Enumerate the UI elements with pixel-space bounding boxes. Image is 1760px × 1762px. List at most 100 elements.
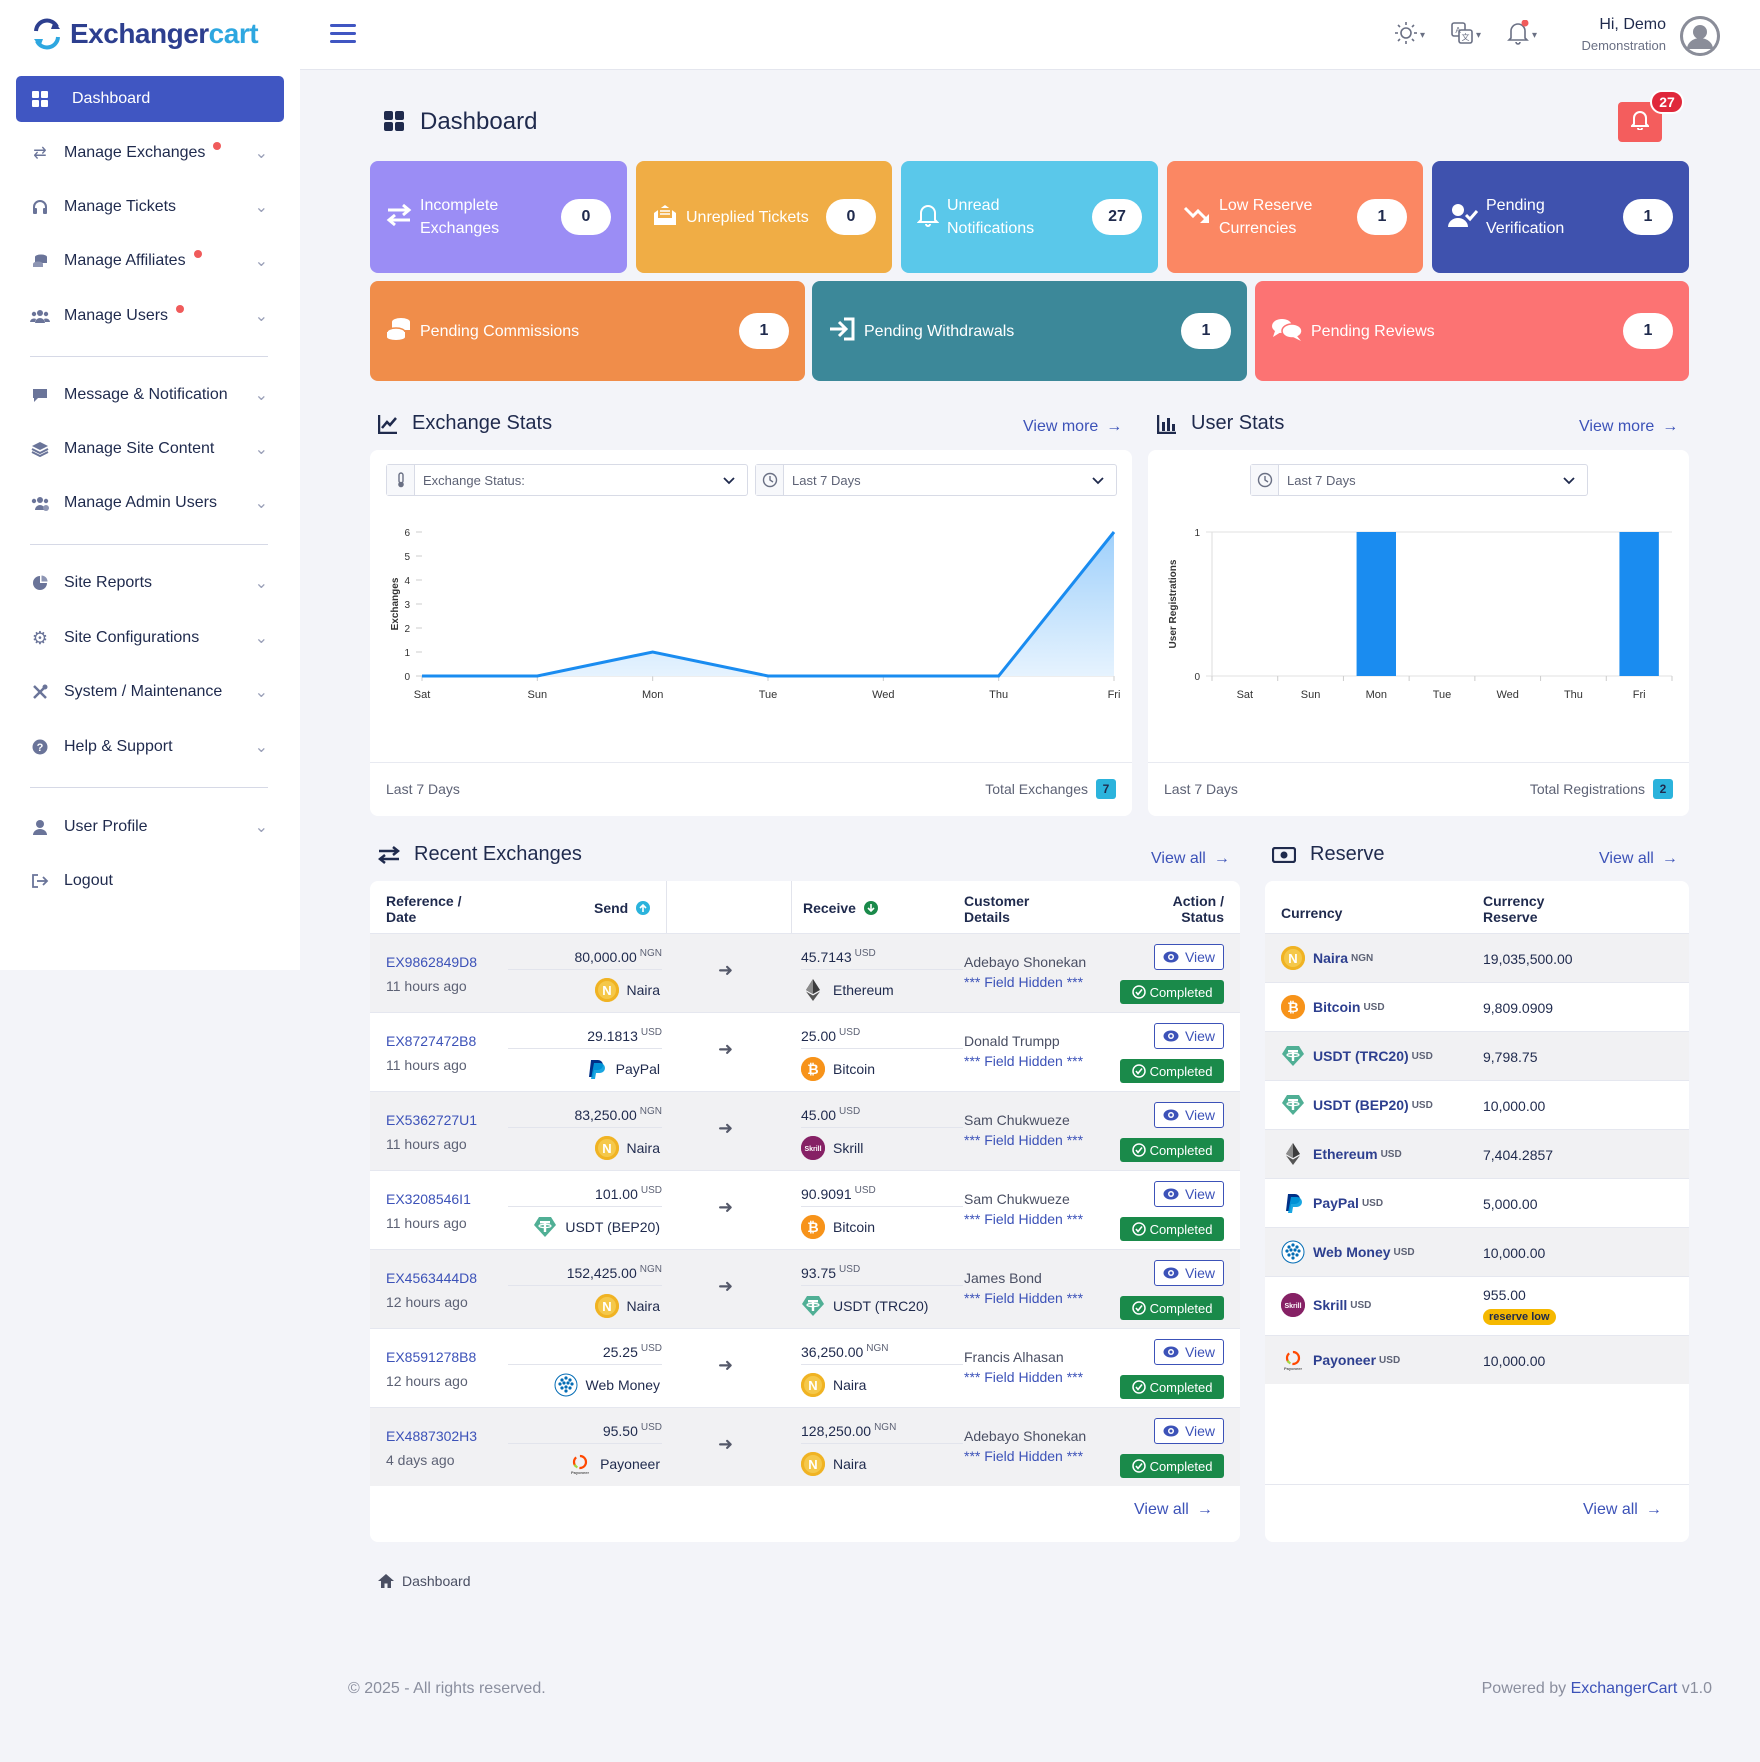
- col-header-customer: Customer Details: [964, 893, 1029, 925]
- card-pending-commissions[interactable]: Pending Commissions 1: [370, 281, 805, 381]
- user-role: Demonstration: [1581, 38, 1666, 53]
- exchange-reference-link[interactable]: EX8591278B8: [386, 1349, 477, 1365]
- card-count: 1: [739, 313, 789, 349]
- card-unread-notifications[interactable]: Unread Notifications 27: [901, 161, 1158, 273]
- reserve-view-all-bottom[interactable]: View all →: [1583, 1501, 1662, 1519]
- exchange-reference-link[interactable]: EX3208546I1: [386, 1191, 471, 1207]
- currency-code: NGN: [1351, 952, 1374, 964]
- currency-code: USD: [640, 1185, 662, 1196]
- sidebar-item-dashboard[interactable]: Dashboard: [16, 76, 284, 122]
- envelope-open-icon: [652, 203, 678, 232]
- sidebar-item-manage-admin-users[interactable]: Manage Admin Users ⌄: [30, 488, 270, 518]
- hidden-field: *** Field Hidden ***: [964, 974, 1084, 990]
- send-amount: 29.1813 USD: [587, 1027, 662, 1044]
- tether-icon: [1281, 1093, 1305, 1117]
- user-stats-view-more-link[interactable]: View more →: [1579, 418, 1678, 436]
- view-button[interactable]: View: [1154, 944, 1224, 970]
- x-tick-label: Sun: [528, 689, 548, 701]
- card-pending-verification[interactable]: Pending Verification 1: [1432, 161, 1689, 273]
- send-currency: Web Money: [554, 1373, 660, 1397]
- view-button[interactable]: View: [1154, 1260, 1224, 1286]
- view-button[interactable]: View: [1154, 1339, 1224, 1365]
- view-button[interactable]: View: [1154, 1023, 1224, 1049]
- send-amount: 80,000.00 NGN: [574, 948, 662, 965]
- chevron-down-icon: ⌄: [254, 253, 268, 270]
- currency-name-cell[interactable]: Skrill Skrill USD: [1281, 1293, 1371, 1317]
- card-unreplied-tickets[interactable]: Unreplied Tickets 0: [636, 161, 892, 273]
- currency-name-cell[interactable]: USDT (TRC20) USD: [1281, 1044, 1433, 1068]
- theme-toggle[interactable]: ▾: [1394, 21, 1425, 48]
- notifications-menu[interactable]: ▾: [1506, 19, 1537, 48]
- arrow-right-icon: →: [1661, 850, 1678, 867]
- sidebar-item-system-maintenance[interactable]: System / Maintenance ⌄: [30, 677, 270, 707]
- clock-icon: [1251, 465, 1279, 495]
- divider: [508, 969, 662, 970]
- send-amount: 25.25 USD: [603, 1343, 662, 1360]
- payoneer-icon: Payoneer: [568, 1452, 592, 1476]
- exchange-stats-view-more-link[interactable]: View more →: [1023, 418, 1122, 436]
- currency-name-cell[interactable]: Web Money USD: [1281, 1240, 1415, 1264]
- reserve-view-all-link[interactable]: View all →: [1599, 850, 1678, 868]
- exchange-reference-link[interactable]: EX4887302H3: [386, 1428, 478, 1444]
- exchange-reference-link[interactable]: EX9862849D8: [386, 954, 478, 970]
- exchange-reference-link[interactable]: EX8727472B8: [386, 1033, 477, 1049]
- arrow-up-circle-icon: [636, 901, 651, 915]
- col-header-receive: Receive: [803, 900, 878, 916]
- currency-name-cell[interactable]: Ethereum USD: [1281, 1142, 1402, 1166]
- exchange-status-select[interactable]: Exchange Status:: [386, 464, 748, 496]
- sidebar-item-logout[interactable]: Logout: [30, 866, 270, 896]
- receive-amount: 90.9091 USD: [801, 1185, 876, 1202]
- user-menu[interactable]: Hi, Demo Demonstration: [1581, 16, 1666, 53]
- currency-name-cell[interactable]: Payoneer Payoneer USD: [1281, 1348, 1400, 1372]
- exchange-reference-link[interactable]: EX5362727U1: [386, 1112, 478, 1128]
- sidebar-item-manage-affiliates[interactable]: Manage Affiliates ⌄: [30, 246, 270, 276]
- link-label: View all: [1599, 850, 1654, 867]
- sidebar-item-site-configurations[interactable]: ⚙ Site Configurations ⌄: [30, 623, 270, 653]
- sidebar-item-help-support[interactable]: ? Help & Support ⌄: [30, 732, 270, 762]
- svg-text:Payoneer: Payoneer: [1284, 1366, 1302, 1371]
- view-button[interactable]: View: [1154, 1181, 1224, 1207]
- user-period-select[interactable]: Last 7 Days: [1250, 464, 1588, 496]
- card-low-reserve-currencies[interactable]: Low Reserve Currencies 1: [1167, 161, 1423, 273]
- sidebar-item-manage-users[interactable]: Manage Users ⌄: [30, 301, 270, 331]
- menu-toggle-icon[interactable]: [330, 24, 356, 44]
- card-pending-reviews[interactable]: Pending Reviews 1: [1255, 281, 1689, 381]
- status-badge: Completed: [1120, 1375, 1224, 1399]
- table-row: EX3208546I1 11 hours ago 101.00 USD USDT (BE…: [370, 1170, 1240, 1249]
- currency-code: NGN: [874, 1422, 897, 1433]
- currency-name-cell[interactable]: N Naira NGN: [1281, 946, 1373, 970]
- sidebar-item-message-notification[interactable]: Message & Notification ⌄: [30, 380, 270, 410]
- sidebar-item-site-reports[interactable]: Site Reports ⌄: [30, 568, 270, 598]
- exchange-time: 12 hours ago: [386, 1373, 468, 1389]
- recent-exchanges-view-all-bottom[interactable]: View all →: [1134, 1501, 1213, 1519]
- reserve-row: Skrill Skrill USD 955.00 reserve low: [1265, 1276, 1689, 1335]
- currency-name-cell[interactable]: PayPal USD: [1281, 1191, 1383, 1215]
- powered-brand-link[interactable]: ExchangerCart: [1570, 1680, 1678, 1697]
- card-incomplete-exchanges[interactable]: Incomplete Exchanges 0: [370, 161, 627, 273]
- ethereum-icon: [801, 978, 825, 1002]
- receive-currency: Ethereum: [801, 978, 894, 1002]
- sidebar-item-manage-exchanges[interactable]: ⇄ Manage Exchanges ⌄: [30, 138, 270, 168]
- header-text: Send: [594, 900, 629, 916]
- card-pending-withdrawals[interactable]: Pending Withdrawals 1: [812, 281, 1247, 381]
- exchange-period-select[interactable]: Last 7 Days: [755, 464, 1117, 496]
- y-tick-label: 0: [1194, 672, 1200, 683]
- view-button[interactable]: View: [1154, 1418, 1224, 1444]
- recent-exchanges-heading: Recent Exchanges: [378, 843, 582, 866]
- divider: [801, 1443, 963, 1444]
- currency-name-cell[interactable]: USDT (BEP20) USD: [1281, 1093, 1433, 1117]
- breadcrumb[interactable]: Dashboard: [378, 1573, 471, 1589]
- exchange-reference-link[interactable]: EX4563444D8: [386, 1270, 478, 1286]
- view-button[interactable]: View: [1154, 1102, 1224, 1128]
- currency-name-cell[interactable]: ₿ Bitcoin USD: [1281, 995, 1385, 1019]
- recent-exchanges-view-all-link[interactable]: View all →: [1151, 850, 1230, 868]
- avatar[interactable]: [1680, 16, 1720, 56]
- brand-logo[interactable]: Exchanger cart: [30, 16, 259, 52]
- sidebar-item-label: Manage Affiliates: [64, 252, 186, 269]
- sidebar-item-manage-site-content[interactable]: Manage Site Content ⌄: [30, 434, 270, 464]
- total-label: Total Exchanges: [985, 781, 1088, 797]
- sidebar-item-user-profile[interactable]: User Profile ⌄: [30, 812, 270, 842]
- page-title: Dashboard: [420, 108, 538, 135]
- sidebar-item-manage-tickets[interactable]: Manage Tickets ⌄: [30, 192, 270, 222]
